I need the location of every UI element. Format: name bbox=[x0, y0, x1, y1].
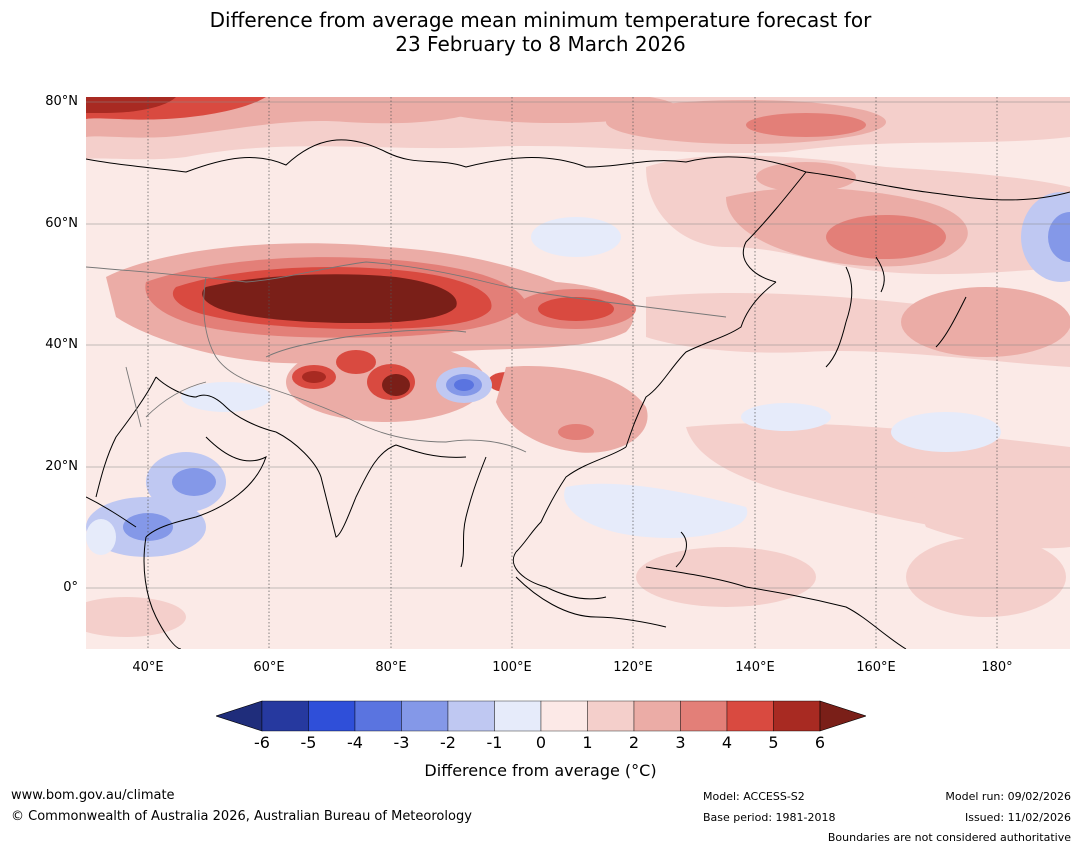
footer-url[interactable]: www.bom.gov.au/climate bbox=[11, 788, 175, 803]
meridians bbox=[147, 97, 998, 649]
colorbar-tick-label: 5 bbox=[768, 733, 779, 752]
colorbar-tick-label: -5 bbox=[300, 733, 317, 752]
colorbar-tick-label: -1 bbox=[486, 733, 503, 752]
footer-model-run: Model run: 09/02/2026 bbox=[945, 790, 1071, 803]
colorbar-segment bbox=[354, 700, 402, 732]
colorbar-tick-label: 1 bbox=[582, 733, 593, 752]
lon-label-100e: 100°E bbox=[492, 660, 532, 675]
title-line-1: Difference from average mean minimum tem… bbox=[209, 8, 872, 32]
colorbar-segment bbox=[261, 700, 309, 732]
colorbar-segment bbox=[447, 700, 495, 732]
lon-label-180: 180° bbox=[981, 660, 1013, 675]
footer-model: Model: ACCESS-S2 bbox=[703, 790, 805, 803]
colorbar-tick-label: 0 bbox=[535, 733, 547, 752]
colorbar-segment bbox=[308, 700, 356, 732]
map-title: Difference from average mean minimum tem… bbox=[0, 8, 1081, 56]
colorbar-tick-label: 6 bbox=[814, 733, 826, 752]
colorbar-extend-low bbox=[216, 700, 263, 732]
lat-label-80n: 80°N bbox=[45, 94, 78, 109]
graticule bbox=[86, 101, 1070, 589]
lon-label-40e: 40°E bbox=[132, 660, 164, 675]
anomaly-shading bbox=[86, 97, 1070, 637]
colorbar-segment bbox=[726, 700, 774, 732]
colorbar-segment bbox=[773, 700, 821, 732]
country-borders bbox=[86, 261, 727, 453]
lon-label-140e: 140°E bbox=[735, 660, 775, 675]
map-svg bbox=[86, 97, 1070, 649]
lon-label-160e: 160°E bbox=[856, 660, 896, 675]
colorbar-tick-label: -3 bbox=[393, 733, 410, 752]
colorbar-tick-label: 4 bbox=[721, 733, 733, 752]
title-line-2: 23 February to 8 March 2026 bbox=[395, 32, 686, 56]
footer-copyright: © Commonwealth of Australia 2026, Austra… bbox=[11, 809, 472, 824]
colorbar-segment bbox=[540, 700, 588, 732]
colorbar-extend-high bbox=[819, 700, 866, 732]
colorbar-tick-label: -2 bbox=[440, 733, 456, 752]
lon-label-120e: 120°E bbox=[613, 660, 653, 675]
footer-boundaries-note: Boundaries are not considered authoritat… bbox=[827, 831, 1071, 844]
forecast-map bbox=[86, 97, 1070, 649]
colorbar-segment bbox=[587, 700, 635, 732]
colorbar-tick-label: 2 bbox=[628, 733, 640, 752]
lat-label-0: 0° bbox=[63, 580, 78, 595]
lon-label-60e: 60°E bbox=[253, 660, 285, 675]
colorbar-segment bbox=[494, 700, 542, 732]
lat-label-40n: 40°N bbox=[45, 337, 78, 352]
lat-label-20n: 20°N bbox=[45, 459, 78, 474]
colorbar bbox=[216, 700, 866, 732]
lon-label-80e: 80°E bbox=[375, 660, 407, 675]
colorbar-tick-label: 3 bbox=[675, 733, 686, 752]
lat-label-60n: 60°N bbox=[45, 216, 78, 231]
colorbar-segment bbox=[633, 700, 681, 732]
colorbar-tick-label: -4 bbox=[347, 733, 363, 752]
footer-issued: Issued: 11/02/2026 bbox=[964, 811, 1071, 824]
colorbar-tick-label: -6 bbox=[254, 733, 270, 752]
colorbar-segment bbox=[680, 700, 728, 732]
colorbar-segment bbox=[401, 700, 449, 732]
colorbar-title: Difference from average (°C) bbox=[424, 761, 657, 780]
coastlines bbox=[86, 139, 1070, 649]
footer-base-period: Base period: 1981-2018 bbox=[703, 811, 836, 824]
